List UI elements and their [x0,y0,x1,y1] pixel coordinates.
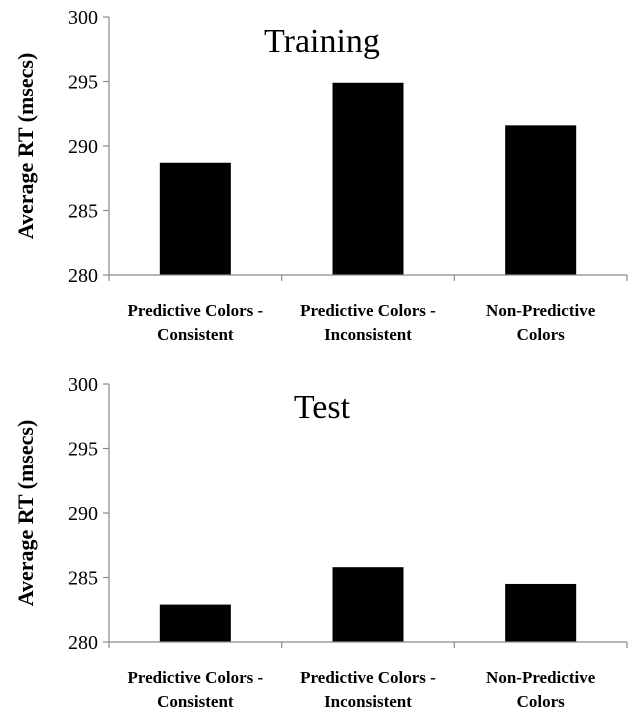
chart-title: Training [264,23,380,60]
axes [103,383,628,648]
test-chart: Test Average RT (msecs) 280285290295300 … [13,374,628,710]
y-tick-label: 285 [68,201,98,223]
category-label: Inconsistent [324,325,412,344]
y-tick-labels: 280 285 290 295 300 [68,7,98,287]
category-label: Inconsistent [324,692,412,710]
category-label: Predictive Colors - [128,668,264,687]
y-tick-label: 290 [68,136,98,158]
category-label: Colors [517,692,566,710]
bar [159,162,231,275]
bar [332,567,404,642]
y-tick-label: 280 [68,265,98,287]
bars [159,567,577,642]
bar [505,125,577,275]
bar [332,82,404,275]
bars [159,82,577,275]
y-tick-label: 295 [68,439,98,461]
y-tick-label: 300 [68,374,98,396]
y-tick-labels: 280 285 290 295 300 [68,374,98,654]
category-label: Consistent [157,325,234,344]
category-label: Predictive Colors - [300,301,436,320]
category-label: Non-Predictive [486,301,596,320]
y-tick-label: 300 [68,7,98,29]
category-label: Predictive Colors - [300,668,436,687]
bar [159,604,231,642]
category-labels: Predictive Colors - Consistent Predictive … [128,668,596,710]
chart-title: Test [294,389,351,426]
y-tick-label: 285 [68,568,98,590]
category-label: Colors [517,325,566,344]
category-labels: Predictive Colors - Consistent Predictive … [128,301,596,344]
category-label: Predictive Colors - [128,301,264,320]
axes [103,16,628,281]
y-tick-label: 295 [68,72,98,94]
training-chart: Training Average RT (msecs) 280 285 290 295… [13,7,628,344]
y-tick-label: 280 [68,632,98,654]
category-label: Non-Predictive [486,668,596,687]
y-axis-label: Average RT (msecs) [13,420,38,607]
category-label: Consistent [157,692,234,710]
bar [505,583,577,642]
y-axis-label: Average RT (msecs) [13,53,38,240]
y-tick-label: 290 [68,503,98,525]
